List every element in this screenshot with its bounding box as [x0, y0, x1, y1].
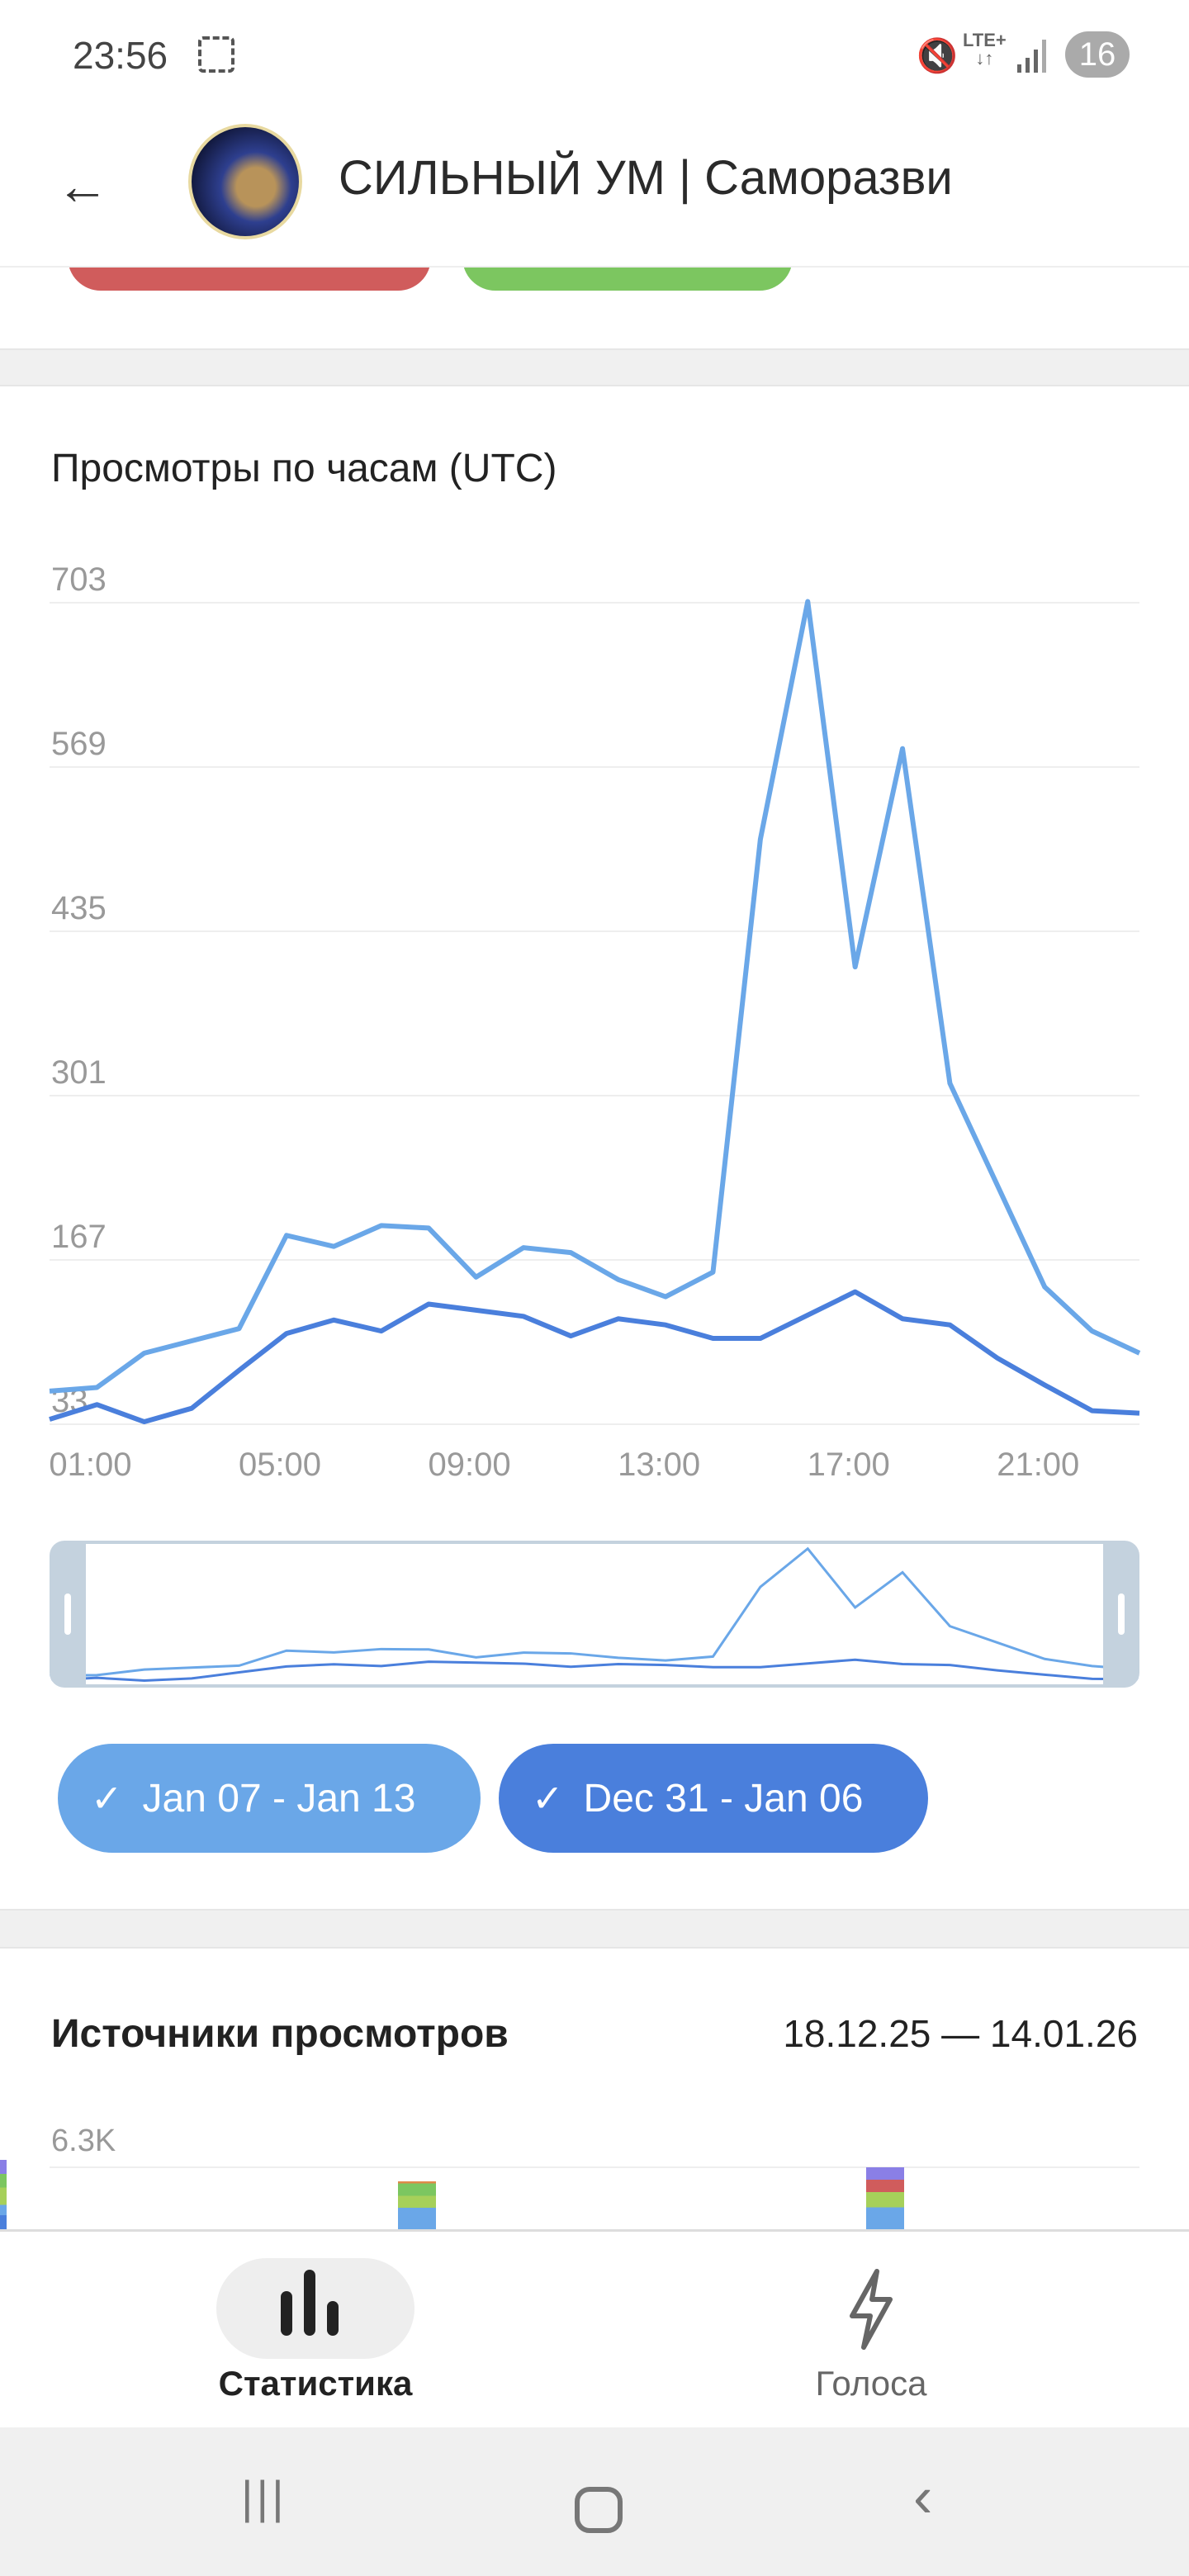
sources-title: Источники просмотров: [51, 2012, 509, 2056]
signal-icon: [1017, 40, 1046, 73]
channel-title: СИЛЬНЫЙ УМ | Саморазви: [339, 151, 953, 205]
series-line-0: [49, 599, 1141, 1394]
chip-label: Dec 31 - Jan 06: [583, 1776, 864, 1821]
lightning-icon[interactable]: [842, 2268, 900, 2351]
back-arrow-icon[interactable]: ←: [56, 156, 109, 215]
y-tick-label: 301: [51, 1054, 107, 1091]
system-navigation-bar: ||| ‹: [0, 2427, 1189, 2576]
x-tick-label: 05:00: [238, 1447, 322, 1483]
y-tick-label: 569: [51, 726, 107, 762]
legend-chip-jan07-jan13[interactable]: ✓ Jan 07 - Jan 13: [58, 1744, 481, 1853]
recent-apps-icon[interactable]: |||: [241, 2471, 287, 2523]
nav-label-statistics[interactable]: Статистика: [218, 2364, 413, 2403]
y-tick-label: 703: [51, 561, 107, 598]
home-icon[interactable]: [575, 2487, 623, 2533]
chart-title: Просмотры по часам (UTC): [51, 447, 557, 490]
y-tick-label: 435: [51, 890, 107, 926]
status-bar: 23:56 🔇 LTE+ ↓↑ 16: [0, 0, 1189, 107]
sources-bar[interactable]: [866, 2167, 904, 2229]
app-header: ← СИЛЬНЫЙ УМ | Саморазви: [0, 107, 1189, 268]
chip-label: Jan 07 - Jan 13: [142, 1776, 416, 1821]
chart-range-navigator[interactable]: [50, 1541, 1139, 1688]
series-line-1: [49, 1289, 1140, 1425]
bottom-navigation: Статистика Голоса: [0, 2229, 1189, 2427]
sources-bar[interactable]: [398, 2181, 436, 2229]
navigator-bottom-border: [86, 1684, 1103, 1688]
y-tick-label: 167: [51, 1219, 107, 1255]
x-tick-label: 21:00: [997, 1447, 1080, 1483]
channel-avatar[interactable]: [188, 124, 302, 239]
navigator-left-handle[interactable]: [50, 1541, 86, 1688]
nav-label-votes[interactable]: Голоса: [815, 2364, 927, 2403]
sources-date-range[interactable]: 18.12.25 — 14.01.26: [783, 2012, 1138, 2055]
network-label: LTE+: [963, 30, 1007, 50]
network-type: LTE+ ↓↑: [963, 30, 1007, 69]
navigator-series-line-0: [50, 1546, 1139, 1678]
navigator-right-handle[interactable]: [1103, 1541, 1139, 1688]
sources-bar[interactable]: [0, 2160, 7, 2229]
section-divider: [0, 1909, 1189, 1949]
mute-icon: 🔇: [917, 38, 958, 74]
x-tick-label: 17:00: [807, 1447, 890, 1483]
legend-chip-dec31-jan06[interactable]: ✓ Dec 31 - Jan 06: [499, 1744, 928, 1853]
section-divider: [0, 348, 1189, 386]
back-nav-icon[interactable]: ‹: [913, 2465, 933, 2529]
battery-indicator: 16: [1065, 31, 1130, 78]
hourly-views-chart: [49, 599, 1141, 1425]
nav-item-statistics[interactable]: [216, 2258, 414, 2359]
check-icon: ✓: [532, 1777, 564, 1820]
x-tick-label: 01:00: [49, 1447, 132, 1483]
x-tick-label: 09:00: [428, 1447, 511, 1483]
x-tick-label: 13:00: [618, 1447, 701, 1483]
bar-chart-icon: [281, 2270, 339, 2336]
status-time: 23:56: [73, 34, 168, 77]
navigator-mini-chart: [50, 1546, 1139, 1683]
check-icon: ✓: [91, 1777, 123, 1820]
navigator-top-border: [86, 1541, 1103, 1544]
screenshot-icon: [198, 36, 234, 73]
sources-y-label: 6.3K: [51, 2124, 116, 2158]
sources-gridline: [50, 2166, 1139, 2168]
navigator-series-line-1: [50, 1658, 1139, 1683]
